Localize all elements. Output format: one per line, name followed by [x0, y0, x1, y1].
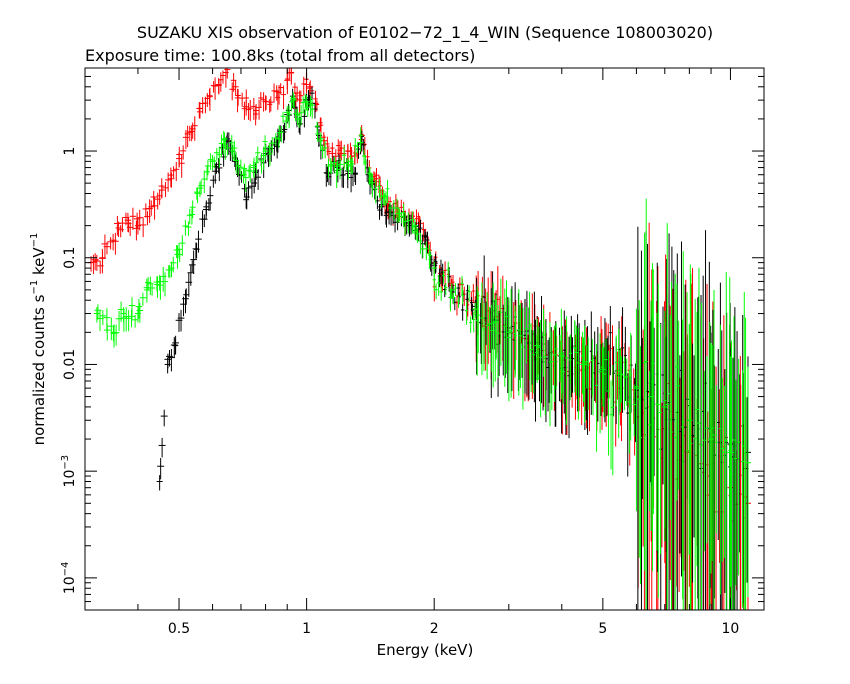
y-axis: 1 0.1 0.01 10−3 10−4	[60, 67, 764, 611]
y-tick-label: 10−3	[60, 455, 78, 488]
chart-title: SUZAKU XIS observation of E0102−72_1_4_W…	[137, 23, 713, 43]
y-tick-label: 10−4	[60, 562, 78, 595]
x-axis-label: Energy (keV)	[377, 641, 474, 659]
x-tick-label: 1	[302, 621, 311, 637]
y-axis-label-mid: keV	[30, 247, 48, 280]
x-tick-label: 10	[722, 621, 740, 637]
y-tick-label: 0.1	[62, 247, 78, 269]
y-tick-label: 0.01	[62, 349, 78, 380]
y-axis-label-sup2: −1	[29, 233, 40, 248]
x-axis: 0.5 1 2 5 10	[84, 68, 740, 637]
y-axis-label-sup1: −1	[29, 280, 40, 295]
y-axis-label: normalized counts s−1 keV−1	[29, 233, 48, 446]
y-tick-label: 1	[62, 147, 78, 156]
data-series	[93, 92, 751, 610]
x-tick-label: 0.5	[168, 621, 190, 637]
x-tick-label: 2	[430, 621, 439, 637]
y-axis-label-main: normalized counts s	[30, 294, 48, 445]
plot-area	[88, 68, 751, 610]
x-tick-label: 5	[598, 621, 607, 637]
chart-subtitle: Exposure time: 100.8ks (total from all d…	[85, 46, 475, 65]
plot-frame	[84, 67, 765, 611]
